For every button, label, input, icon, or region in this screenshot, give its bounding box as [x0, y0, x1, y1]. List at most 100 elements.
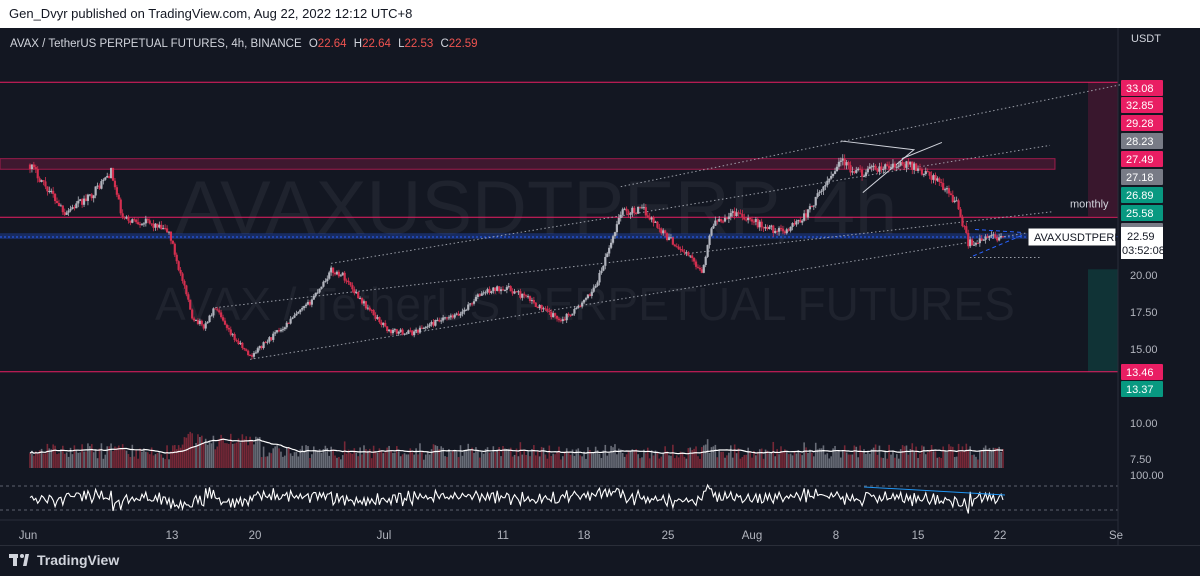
svg-text:AVAX / TetherUS PERPETUAL FUTU: AVAX / TetherUS PERPETUAL FUTURES, 4h, B… [10, 38, 478, 50]
candle-body [476, 294, 479, 297]
volume-bar [959, 451, 962, 468]
time-axis[interactable]: Jun 13 20 Jul 11 18 25 Aug 8 15 22 Se [0, 519, 1123, 542]
candle-body [671, 237, 674, 245]
volume-bar [834, 445, 836, 468]
candle-body [530, 300, 534, 302]
time-tick: Se [1109, 530, 1123, 542]
volume-bar [62, 445, 64, 468]
candle-body [525, 295, 528, 297]
candle-body [729, 213, 732, 217]
volume-bar [83, 451, 85, 468]
candle-body [187, 294, 190, 300]
volume-bar [424, 454, 427, 468]
candle-body [733, 211, 736, 217]
volume-bar [838, 450, 840, 468]
candle-body [445, 317, 449, 319]
candle-body [942, 183, 945, 191]
volume-bar [351, 453, 354, 468]
volume-bar [699, 458, 701, 468]
tradingview-logo[interactable]: TradingView [9, 552, 119, 568]
candle-body [754, 219, 757, 222]
candle-body [71, 207, 74, 210]
volume-bar [158, 452, 161, 468]
volume-bar [679, 451, 682, 468]
candle-body [629, 213, 632, 215]
volume-bar [924, 454, 927, 468]
candle-body [465, 309, 468, 311]
tradingview-logo-icon [9, 552, 31, 568]
candle-body [750, 219, 754, 222]
volume-bar [197, 434, 199, 468]
candle-body [36, 169, 39, 179]
candle-body [677, 246, 680, 250]
volume-bar [434, 445, 437, 468]
candle-body [577, 306, 580, 308]
candle-body [192, 318, 196, 321]
candle-body [623, 208, 626, 210]
volume-bar [164, 459, 166, 468]
candle-body [432, 321, 435, 326]
chart-area[interactable]: AVAXUSDTPERP, 4h AVAX / TetherUS PERPETU… [0, 28, 1200, 545]
volume-bar [977, 459, 979, 468]
volume-bar [894, 457, 896, 468]
candle-body [694, 261, 698, 267]
candle-body [708, 235, 711, 246]
volume-bar [892, 450, 894, 468]
candle-body [146, 218, 149, 221]
candle-body [499, 289, 503, 292]
volume-bar [50, 449, 53, 468]
candle-body [443, 317, 447, 319]
candle-body [866, 168, 869, 173]
volume-bar [998, 446, 1000, 468]
volume-bar [305, 445, 307, 468]
volume-bar [475, 447, 477, 468]
candle-body [391, 330, 395, 334]
candle-body [303, 306, 306, 308]
volume-bar [652, 455, 655, 468]
candle-body [372, 310, 375, 316]
candle-body [61, 205, 64, 213]
candle-body [936, 178, 939, 181]
volume-bar [726, 455, 728, 468]
candle-body [602, 265, 605, 271]
volume-bar [492, 446, 495, 468]
volume-bar [789, 453, 792, 468]
candle-body [565, 313, 568, 321]
volume-ma-line [29, 438, 1004, 455]
volume-bar [367, 450, 369, 468]
volume-bar [755, 455, 757, 468]
volume-bar [179, 447, 182, 468]
candle-body [266, 341, 269, 343]
volume-bar [160, 454, 163, 468]
volume-bar [538, 456, 541, 468]
candle-body [167, 231, 171, 233]
candle-body [436, 319, 439, 321]
candle-body [932, 175, 935, 180]
candle-body [947, 188, 951, 194]
chart-svg[interactable]: AVAXUSDTPERP, 4h AVAX / TetherUS PERPETU… [0, 28, 1200, 545]
candle-body [245, 349, 248, 351]
volume-bar [282, 456, 284, 468]
price-axis[interactable]: USDT 22.5020.0017.5015.0010.007.50100.00… [1117, 28, 1165, 545]
candle-body [106, 175, 109, 178]
candle-body [818, 191, 821, 194]
candle-body [1001, 236, 1005, 238]
candle-body [403, 333, 406, 335]
volume-bar [982, 447, 985, 468]
level-label-box [1121, 169, 1163, 185]
candle-body [712, 225, 715, 229]
candle-body [608, 247, 611, 254]
candle-body [959, 209, 962, 217]
candle-body [102, 179, 105, 182]
candle-body [992, 234, 995, 236]
price-tick: 15.00 [1130, 344, 1158, 356]
volume-bar [210, 443, 213, 468]
monthly-label: monthly [1070, 198, 1109, 210]
candle-body [318, 288, 321, 293]
candle-body [860, 169, 864, 177]
candle-body [337, 271, 340, 277]
volume-bar [405, 454, 408, 468]
candle-body [322, 281, 325, 287]
volume-bar [795, 453, 798, 468]
volume-bar [772, 441, 775, 468]
